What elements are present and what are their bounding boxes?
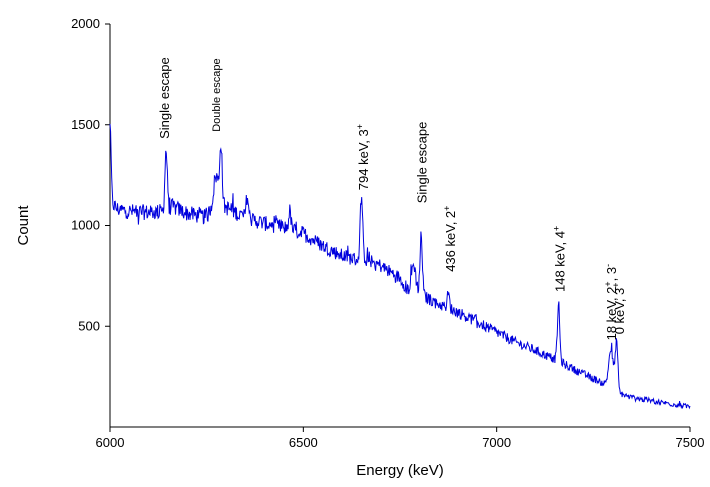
peak-annotation-text: Double escape bbox=[211, 58, 223, 131]
peak-annotation: 794 keV, 3+ bbox=[355, 124, 371, 190]
x-tick-label: 6500 bbox=[289, 435, 318, 450]
y-tick-label: 2000 bbox=[71, 16, 100, 31]
peak-annotation-text: Single escape bbox=[414, 122, 429, 204]
peak-annotation: 18 keV, 2+, 3- bbox=[603, 264, 619, 340]
peak-annotation-text: 794 keV, 3 bbox=[356, 129, 371, 190]
peak-annotation-parity: + bbox=[442, 206, 452, 211]
peak-annotation-parity: + bbox=[355, 124, 365, 129]
peak-annotation-text: 148 keV, 4 bbox=[552, 231, 567, 292]
y-tick-label: 1000 bbox=[71, 218, 100, 233]
peak-annotation-text: 18 keV, 2 bbox=[604, 287, 619, 341]
peak-annotation-parity: + bbox=[603, 281, 613, 286]
peak-annotation: Single escape bbox=[414, 122, 429, 204]
y-axis-ticks: 500 1000 1500 2000 bbox=[71, 16, 110, 333]
peak-annotation: 0 keV, 3+ bbox=[611, 283, 627, 335]
spectrum-series-line bbox=[109, 123, 691, 410]
y-axis-title: Count bbox=[15, 205, 32, 246]
y-tick-label: 1500 bbox=[71, 117, 100, 132]
peak-annotation-parity-2: - bbox=[603, 264, 613, 267]
peak-annotation: Single escape bbox=[157, 57, 172, 139]
x-tick-label: 6000 bbox=[96, 435, 125, 450]
x-axis-title: Energy (keV) bbox=[356, 462, 444, 479]
peak-annotation-text: Single escape bbox=[157, 57, 172, 139]
peak-annotation-text: 436 keV, 2 bbox=[443, 211, 458, 272]
y-tick-label: 500 bbox=[78, 318, 100, 333]
peak-annotation: 436 keV, 2+ bbox=[442, 206, 458, 272]
peak-annotation: Double escape bbox=[211, 58, 223, 131]
peak-annotation: 148 keV, 4+ bbox=[551, 226, 567, 292]
peak-annotation-parity: + bbox=[611, 283, 621, 288]
x-tick-label: 7000 bbox=[482, 435, 511, 450]
x-axis-ticks: 6000 6500 7000 7500 bbox=[96, 427, 705, 450]
peak-annotation-parity: + bbox=[551, 226, 561, 231]
peak-annotation-text-2: , 3 bbox=[604, 267, 619, 281]
x-tick-label: 7500 bbox=[676, 435, 705, 450]
peak-annotation-text: 0 keV, 3 bbox=[612, 288, 627, 335]
